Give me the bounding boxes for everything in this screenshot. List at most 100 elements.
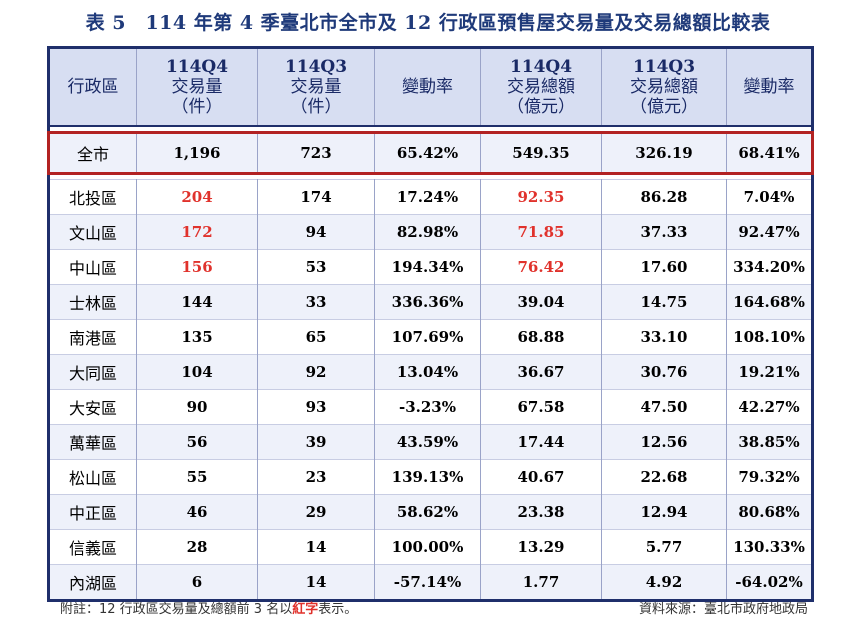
cell-volume-q3: 174 [257, 179, 375, 215]
cell-volume-change: 336.36% [374, 284, 481, 320]
cell-volume-change: 43.59% [374, 424, 481, 460]
cell-amount-change: 108.10% [726, 319, 813, 355]
footnote-suffix: 表示。 [318, 602, 358, 617]
total-volume-q4: 1,196 [136, 131, 258, 175]
table-row: 文山區 172 94 82.98% 71.85 37.33 92.47% [48, 214, 813, 250]
cell-district: 北投區 [48, 179, 137, 215]
header-amount-q4-line1: 114Q4 [509, 57, 573, 77]
header-volume-q3-line2: 交易量 [290, 77, 342, 97]
cell-amount-q3: 12.56 [601, 424, 727, 460]
table-row: 北投區 204 174 17.24% 92.35 86.28 7.04% [48, 179, 813, 215]
total-volume-change: 65.42% [374, 131, 481, 175]
cell-district: 中正區 [48, 494, 137, 530]
table-row: 大同區 104 92 13.04% 36.67 30.76 19.21% [48, 354, 813, 390]
header-amount-q3: 114Q3 交易總額 （億元） [601, 47, 727, 127]
header-row: 行政區 114Q4 交易量 （件） 114Q3 交易量 （件） 變動率 114Q… [48, 47, 813, 127]
cell-volume-change: 107.69% [374, 319, 481, 355]
cell-amount-change: 42.27% [726, 389, 813, 425]
cell-amount-q4: 71.85 [480, 214, 602, 250]
cell-district: 南港區 [48, 319, 137, 355]
header-amount-q3-line3: （億元） [630, 97, 698, 117]
table-title: 表 5 114 年第 4 季臺北市全市及 12 行政區預售屋交易量及交易總額比較… [85, 12, 771, 34]
cell-amount-q4: 1.77 [480, 564, 602, 601]
cell-volume-q4: 156 [136, 249, 258, 285]
table-row: 士林區 144 33 336.36% 39.04 14.75 164.68% [48, 284, 813, 320]
table-row: 南港區 135 65 107.69% 68.88 33.10 108.10% [48, 319, 813, 355]
footnote: 附註：12 行政區交易量及總額前 3 名以紅字表示。 [60, 598, 357, 617]
cell-amount-q4: 68.88 [480, 319, 602, 355]
cell-amount-q4: 76.42 [480, 249, 602, 285]
table-row: 內湖區 6 14 -57.14% 1.77 4.92 -64.02% [48, 564, 813, 601]
cell-volume-q3: 93 [257, 389, 375, 425]
table-row: 中山區 156 53 194.34% 76.42 17.60 334.20% [48, 249, 813, 285]
cell-volume-q3: 94 [257, 214, 375, 250]
cell-volume-q4: 6 [136, 564, 258, 601]
footnote-red-text: 紅字 [292, 602, 319, 617]
header-amount-q3-line1: 114Q3 [632, 57, 696, 77]
cell-amount-change: 164.68% [726, 284, 813, 320]
cell-amount-q3: 37.33 [601, 214, 727, 250]
cell-volume-q3: 29 [257, 494, 375, 530]
cell-amount-q3: 33.10 [601, 319, 727, 355]
cell-volume-q3: 14 [257, 564, 375, 601]
header-volume-q3: 114Q3 交易量 （件） [257, 47, 375, 127]
cell-volume-q4: 90 [136, 389, 258, 425]
cell-amount-change: -64.02% [726, 564, 813, 601]
cell-volume-q4: 46 [136, 494, 258, 530]
cell-amount-q4: 92.35 [480, 179, 602, 215]
cell-amount-change: 334.20% [726, 249, 813, 285]
cell-district: 大同區 [48, 354, 137, 390]
cell-volume-change: 17.24% [374, 179, 481, 215]
cell-amount-q3: 86.28 [601, 179, 727, 215]
cell-volume-q3: 92 [257, 354, 375, 390]
cell-volume-q3: 65 [257, 319, 375, 355]
cell-amount-q3: 22.68 [601, 459, 727, 495]
total-amount-q4: 549.35 [480, 131, 602, 175]
header-volume-q3-line1: 114Q3 [284, 57, 348, 77]
cell-amount-q3: 4.92 [601, 564, 727, 601]
table-row: 大安區 90 93 -3.23% 67.58 47.50 42.27% [48, 389, 813, 425]
cell-district: 士林區 [48, 284, 137, 320]
cell-amount-q4: 67.58 [480, 389, 602, 425]
cell-amount-change: 19.21% [726, 354, 813, 390]
cell-amount-q4: 13.29 [480, 529, 602, 565]
cell-volume-q3: 23 [257, 459, 375, 495]
cell-volume-change: -3.23% [374, 389, 481, 425]
total-volume-q3: 723 [257, 131, 375, 175]
table-row: 中正區 46 29 58.62% 23.38 12.94 80.68% [48, 494, 813, 530]
header-district: 行政區 [48, 47, 137, 127]
header-amount-q4-line2: 交易總額 [507, 77, 575, 97]
cell-amount-q3: 5.77 [601, 529, 727, 565]
cell-volume-q3: 33 [257, 284, 375, 320]
header-volume-change: 變動率 [374, 47, 481, 127]
cell-amount-q4: 40.67 [480, 459, 602, 495]
total-district: 全市 [47, 131, 137, 175]
header-volume-q4: 114Q4 交易量 （件） [136, 47, 258, 127]
cell-volume-q4: 28 [136, 529, 258, 565]
cell-district: 中山區 [48, 249, 137, 285]
header-volume-q3-line3: （件） [290, 97, 342, 117]
header-amount-change: 變動率 [726, 47, 813, 127]
cell-volume-q4: 172 [136, 214, 258, 250]
cell-amount-q4: 39.04 [480, 284, 602, 320]
cell-volume-q4: 55 [136, 459, 258, 495]
cell-volume-change: -57.14% [374, 564, 481, 601]
header-volume-q4-line2: 交易量 [171, 77, 223, 97]
cell-volume-q3: 53 [257, 249, 375, 285]
cell-volume-q4: 135 [136, 319, 258, 355]
table-row: 信義區 28 14 100.00% 13.29 5.77 130.33% [48, 529, 813, 565]
cell-amount-change: 38.85% [726, 424, 813, 460]
total-amount-q3: 326.19 [601, 131, 727, 175]
cell-volume-q4: 56 [136, 424, 258, 460]
cell-amount-q3: 30.76 [601, 354, 727, 390]
cell-volume-q4: 204 [136, 179, 258, 215]
table-row: 松山區 55 23 139.13% 40.67 22.68 79.32% [48, 459, 813, 495]
cell-volume-q4: 144 [136, 284, 258, 320]
cell-amount-q4: 36.67 [480, 354, 602, 390]
cell-amount-change: 92.47% [726, 214, 813, 250]
data-source: 資料來源：臺北市政府地政局 [638, 602, 808, 617]
cell-amount-q3: 17.60 [601, 249, 727, 285]
total-amount-change: 68.41% [726, 131, 814, 175]
cell-volume-change: 13.04% [374, 354, 481, 390]
header-amount-q3-line2: 交易總額 [630, 77, 698, 97]
